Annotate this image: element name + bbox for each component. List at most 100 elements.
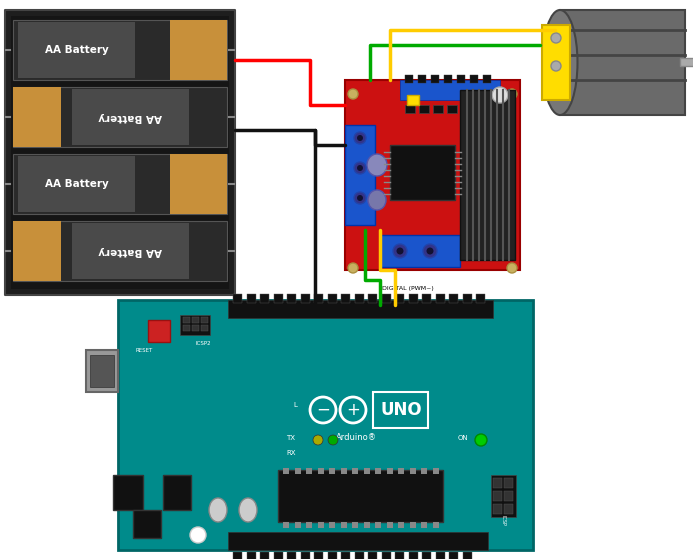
Ellipse shape — [475, 434, 487, 446]
Bar — [462, 294, 471, 303]
Text: UNO: UNO — [380, 401, 422, 419]
Ellipse shape — [551, 61, 561, 71]
Bar — [457, 75, 465, 83]
Text: Arduino®: Arduino® — [335, 433, 376, 443]
Bar — [405, 105, 415, 113]
Bar — [387, 522, 392, 528]
Bar — [13, 92, 23, 142]
Bar — [405, 75, 413, 83]
Bar — [345, 125, 375, 225]
Bar — [247, 552, 256, 559]
Bar — [329, 468, 335, 474]
Text: AA Battery: AA Battery — [44, 45, 108, 55]
Bar — [483, 75, 491, 83]
Bar — [382, 552, 390, 559]
Bar — [422, 294, 431, 303]
Bar — [201, 317, 208, 323]
Bar — [449, 294, 458, 303]
Bar — [476, 294, 485, 303]
Bar — [18, 22, 135, 78]
Bar — [295, 522, 301, 528]
Bar — [493, 478, 502, 488]
Ellipse shape — [354, 162, 366, 174]
Ellipse shape — [367, 154, 387, 176]
Ellipse shape — [357, 195, 363, 201]
Bar — [444, 75, 452, 83]
Bar — [355, 294, 364, 303]
Bar — [387, 468, 392, 474]
Bar — [373, 392, 428, 428]
Bar — [418, 75, 426, 83]
Bar — [287, 294, 296, 303]
Bar — [395, 294, 404, 303]
Ellipse shape — [313, 435, 323, 445]
Bar — [433, 105, 443, 113]
Bar — [11, 16, 229, 289]
Bar — [340, 522, 346, 528]
Bar — [217, 25, 227, 75]
Ellipse shape — [357, 165, 363, 171]
Bar — [382, 294, 390, 303]
Bar — [192, 317, 199, 323]
Ellipse shape — [423, 244, 437, 258]
Bar — [449, 552, 458, 559]
Text: +: + — [346, 401, 360, 419]
Ellipse shape — [396, 248, 403, 254]
Bar — [432, 522, 439, 528]
Bar — [201, 325, 208, 331]
Bar — [118, 300, 533, 550]
Bar — [306, 468, 312, 474]
Text: AA Battery: AA Battery — [44, 179, 108, 189]
Bar — [170, 20, 227, 80]
Bar — [504, 504, 513, 514]
Ellipse shape — [551, 33, 561, 43]
Bar — [375, 522, 381, 528]
Bar — [274, 294, 283, 303]
Text: AA Battery: AA Battery — [98, 112, 162, 122]
Bar — [408, 294, 417, 303]
Bar — [352, 468, 358, 474]
Ellipse shape — [328, 435, 338, 445]
Bar — [72, 89, 189, 145]
Bar — [133, 510, 161, 538]
Bar — [408, 552, 417, 559]
Bar — [341, 294, 350, 303]
Bar — [247, 294, 256, 303]
Bar — [395, 552, 404, 559]
Bar — [278, 470, 443, 522]
Bar — [398, 522, 404, 528]
Bar — [368, 552, 377, 559]
Text: RX: RX — [286, 450, 295, 456]
Bar — [163, 475, 191, 510]
Bar — [493, 504, 502, 514]
Bar — [283, 468, 289, 474]
Bar — [435, 552, 444, 559]
Bar — [113, 475, 143, 510]
Bar — [400, 80, 500, 100]
Bar — [260, 294, 269, 303]
Ellipse shape — [492, 87, 508, 103]
Bar — [287, 552, 296, 559]
Bar — [345, 80, 520, 270]
Bar — [355, 552, 364, 559]
Bar — [340, 468, 346, 474]
Bar — [13, 154, 227, 214]
Bar — [183, 325, 190, 331]
Text: −: − — [316, 401, 330, 419]
Text: L: L — [293, 402, 297, 408]
Bar — [295, 468, 301, 474]
Bar — [390, 145, 455, 200]
Bar — [317, 522, 324, 528]
Text: ON: ON — [458, 435, 468, 441]
Bar — [306, 522, 312, 528]
Bar — [183, 317, 190, 323]
Bar — [314, 294, 323, 303]
Bar — [90, 355, 114, 387]
Bar — [260, 552, 269, 559]
Ellipse shape — [354, 192, 366, 204]
Text: RESET: RESET — [136, 348, 153, 353]
Bar — [233, 294, 242, 303]
Text: ICSP2: ICSP2 — [195, 341, 211, 346]
Bar — [148, 320, 170, 342]
Bar — [410, 468, 416, 474]
